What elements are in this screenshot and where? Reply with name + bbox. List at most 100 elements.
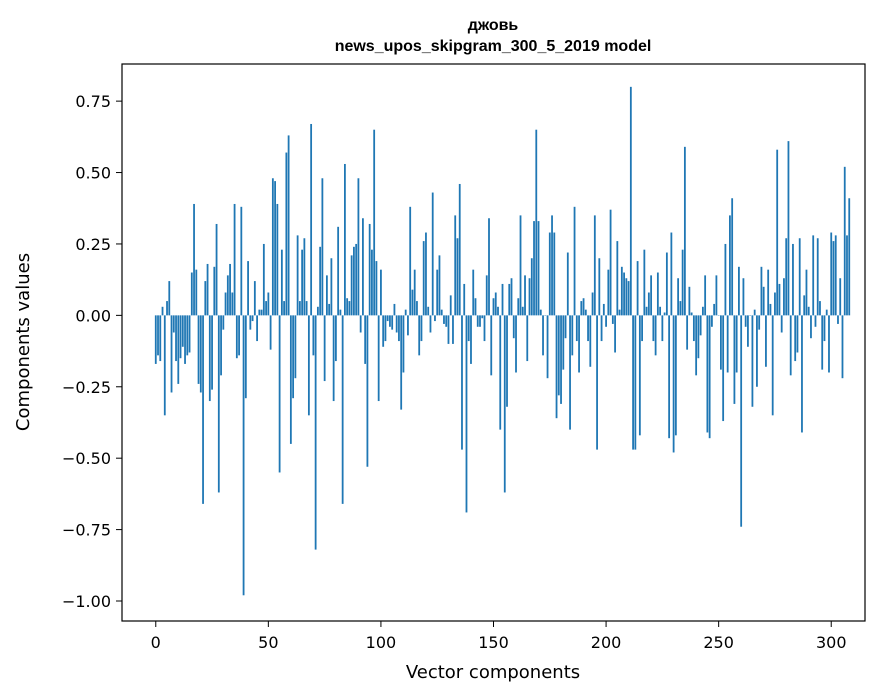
bar <box>249 315 252 330</box>
bar <box>465 315 468 513</box>
bar <box>188 315 191 353</box>
bar <box>548 232 551 316</box>
y-tick-label: −0.25 <box>62 378 111 397</box>
bar <box>238 315 240 356</box>
bar <box>510 278 513 316</box>
bar <box>801 315 803 433</box>
bar <box>596 315 598 450</box>
bar <box>654 315 657 356</box>
bar <box>589 315 592 367</box>
bar <box>233 203 236 316</box>
bar <box>197 315 200 384</box>
bar <box>289 315 292 444</box>
bar <box>334 315 337 362</box>
bar <box>332 315 335 402</box>
bar <box>199 315 202 393</box>
bar <box>798 238 801 316</box>
bar <box>641 315 643 342</box>
bar <box>636 261 639 316</box>
bar <box>447 315 450 344</box>
y-tick-label: −0.75 <box>62 521 111 540</box>
bar <box>756 315 758 387</box>
bar <box>537 221 540 316</box>
bar <box>780 315 783 333</box>
bar <box>569 315 571 430</box>
bar <box>762 286 765 316</box>
bar <box>825 309 828 316</box>
bar <box>616 241 619 316</box>
bar <box>303 238 306 316</box>
bar <box>488 218 490 316</box>
x-tick-label: 200 <box>591 633 622 652</box>
bar <box>461 315 463 450</box>
bar <box>269 315 272 350</box>
bar <box>231 292 234 316</box>
bar <box>632 315 634 450</box>
bar <box>623 272 625 316</box>
bar <box>807 306 810 316</box>
bar <box>436 269 439 316</box>
bar <box>517 298 520 316</box>
bar <box>393 303 396 316</box>
bar <box>704 275 707 316</box>
bar <box>697 315 700 359</box>
bar <box>652 315 655 342</box>
bar <box>240 206 243 316</box>
bar <box>783 278 785 316</box>
bar <box>557 315 560 396</box>
bar <box>215 223 218 316</box>
bar <box>598 258 601 316</box>
bar <box>724 243 727 316</box>
bar <box>629 86 632 316</box>
bar <box>181 315 184 347</box>
bar <box>618 309 621 316</box>
bar <box>492 298 495 316</box>
bar <box>665 252 668 316</box>
bar <box>323 315 326 382</box>
y-tick-label: −1.00 <box>62 592 111 611</box>
bar <box>344 163 346 316</box>
y-tick-label: 0.50 <box>75 164 111 183</box>
bar <box>731 198 734 316</box>
bar <box>659 306 662 316</box>
bar <box>456 238 459 316</box>
bar <box>830 232 833 316</box>
bar <box>627 281 630 316</box>
bar <box>168 281 171 316</box>
bar <box>733 315 736 404</box>
bar <box>519 215 522 316</box>
bar <box>449 295 452 316</box>
bar <box>211 315 213 390</box>
bar <box>312 315 315 356</box>
bar <box>220 315 222 376</box>
bar <box>377 315 380 402</box>
y-axis-ticks: −1.00 −0.75 −0.50 −0.25 0.00 0.25 0.50 0.75 <box>62 92 122 611</box>
y-axis-label: Components values <box>13 253 34 431</box>
bar <box>828 315 830 373</box>
bar <box>283 301 286 316</box>
bar <box>837 315 839 324</box>
bar <box>771 315 774 416</box>
bar <box>242 315 245 596</box>
bar <box>481 315 484 319</box>
chart-title-line-1: джовь <box>468 17 519 34</box>
bar <box>499 315 502 430</box>
bar <box>434 315 436 322</box>
bar <box>235 315 238 359</box>
bar <box>785 238 788 316</box>
bar <box>656 272 659 316</box>
bar <box>353 246 355 316</box>
bar <box>533 221 535 316</box>
bar <box>796 315 799 353</box>
bar <box>508 283 511 316</box>
bar <box>154 315 157 364</box>
bar <box>767 269 770 316</box>
bar <box>296 235 299 316</box>
bar <box>701 306 704 316</box>
bar <box>364 315 367 364</box>
bar <box>760 266 763 316</box>
bar <box>427 306 430 316</box>
bar <box>163 315 166 416</box>
bar <box>226 275 229 316</box>
bar <box>258 309 261 316</box>
